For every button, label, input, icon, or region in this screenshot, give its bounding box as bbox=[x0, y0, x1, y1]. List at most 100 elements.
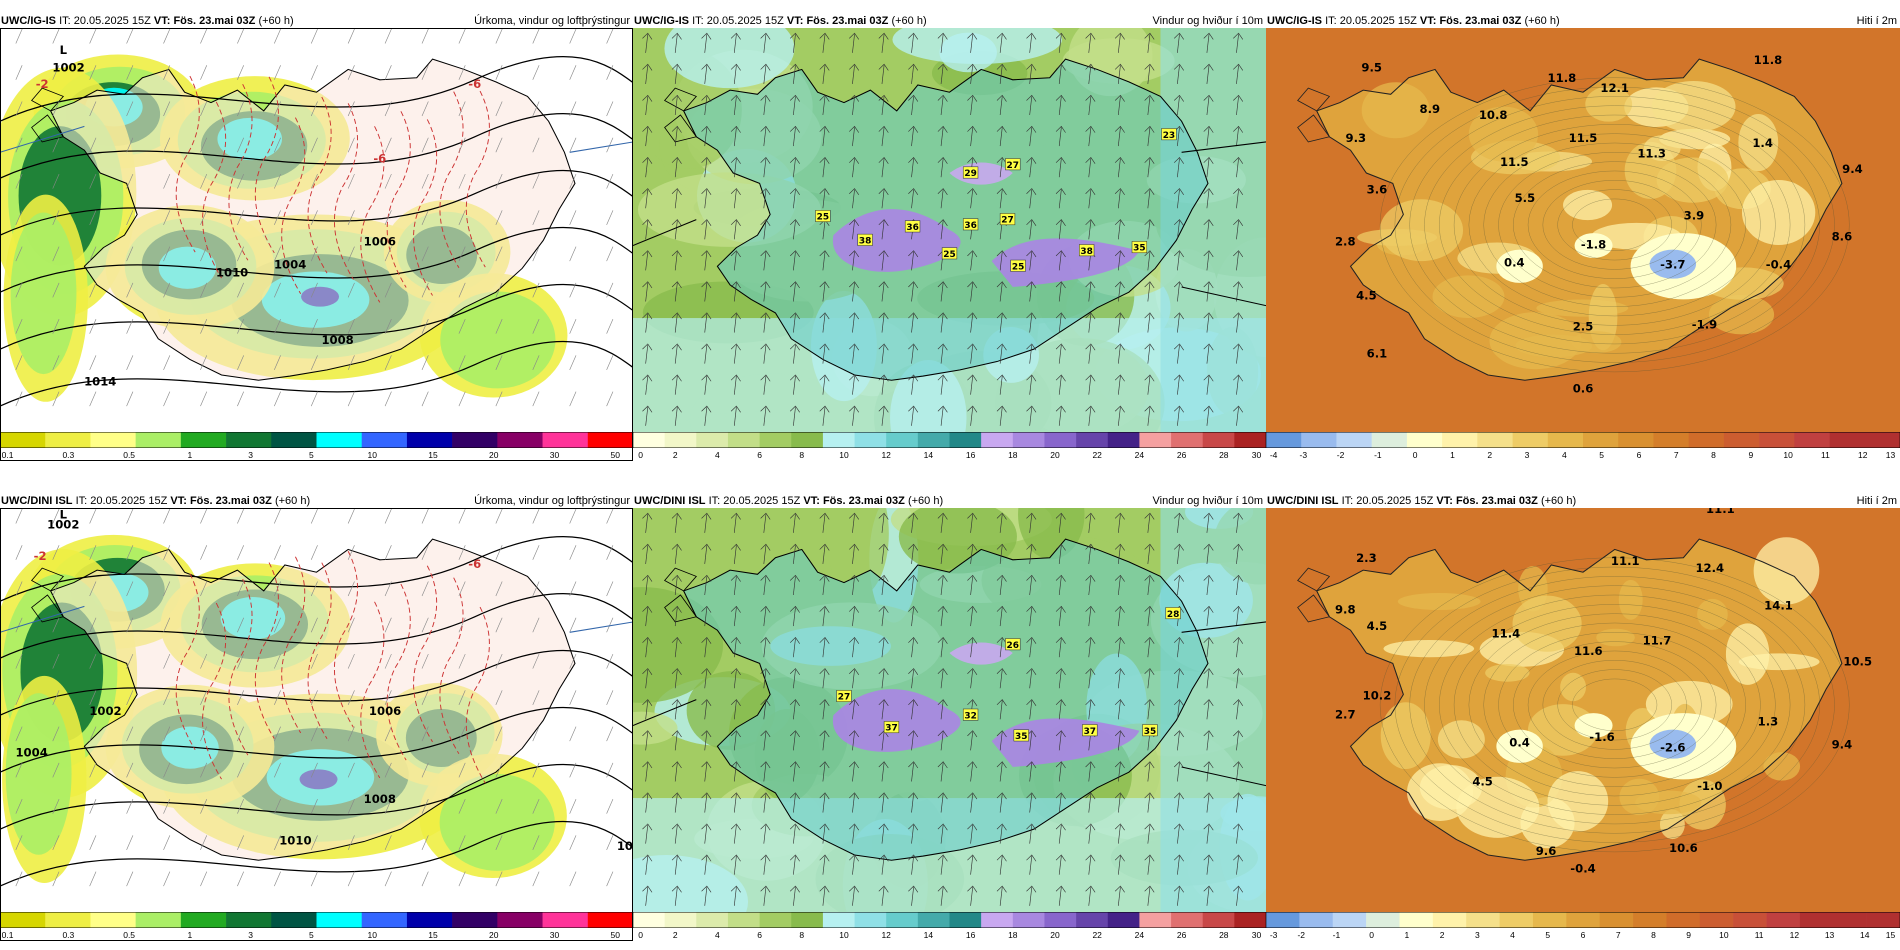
gust-label: 37 bbox=[883, 721, 900, 734]
header-it-label: IT: bbox=[1325, 15, 1337, 27]
temp-label: 9.5 bbox=[1361, 61, 1382, 75]
header-it-label: IT: bbox=[59, 15, 71, 27]
colorbar-swatch bbox=[361, 432, 408, 448]
colorbar-tick-label: 12 bbox=[1857, 450, 1868, 460]
panel-title: Vindur og hviður í 10m bbox=[1152, 495, 1263, 507]
pressure-label: 1010 bbox=[279, 834, 311, 848]
colorbar-tick-label: 30 bbox=[1251, 450, 1262, 460]
colorbar-tick-label: 13 bbox=[1824, 930, 1835, 940]
temp-label: 9.8 bbox=[1335, 603, 1356, 617]
temp-label: 8.6 bbox=[1832, 229, 1853, 243]
colorbar-tick-label: 11 bbox=[1820, 450, 1830, 460]
colorbar-swatch bbox=[497, 912, 543, 928]
gust-label: 25 bbox=[941, 247, 958, 260]
gust-label: 25 bbox=[1010, 259, 1026, 272]
colorbar-tick-label: 18 bbox=[1008, 930, 1018, 940]
colorbar-swatch bbox=[1202, 432, 1235, 448]
colorbar-labels: 0 2 4 6 8 10 12 14 16 18 20 22 24 26 28 30 bbox=[633, 930, 1266, 941]
gust-label: 36 bbox=[962, 218, 979, 231]
colorbar-tick-label: 10 bbox=[839, 930, 849, 940]
temp-label: 11.8 bbox=[1754, 53, 1783, 67]
colorbar-tick-label: 8 bbox=[1711, 450, 1716, 460]
gust-label: 25 bbox=[815, 210, 831, 223]
colorbar-tick-label: 12 bbox=[881, 930, 891, 940]
colorbar-swatch bbox=[1406, 432, 1443, 448]
colorbar-labels: 0.1 0.3 0.5 1 3 5 10 15 20 30 50 bbox=[0, 450, 633, 461]
colorbar-tick-label: 0 bbox=[638, 930, 643, 940]
pressure-label: -2 bbox=[36, 77, 49, 91]
colorbar-tick-label: 8 bbox=[799, 450, 805, 460]
colorbar-tick-label: 6 bbox=[757, 930, 762, 940]
colorbar-tick-label: 22 bbox=[1092, 930, 1102, 940]
colorbar-tick-label: 2 bbox=[672, 930, 678, 940]
svg-text:37: 37 bbox=[885, 724, 897, 734]
pressure-label: L bbox=[60, 43, 68, 57]
header-vt-value: Fös. 23.mai 03Z bbox=[822, 495, 905, 507]
map-precip: L 1002 1004 1006 1008 1010 1014 -2 -6 -6 bbox=[0, 28, 633, 432]
header-it-value: 20.05.2025 15Z bbox=[723, 495, 801, 507]
temp-label: -2.6 bbox=[1660, 741, 1685, 755]
colorbar-swatch bbox=[406, 912, 453, 928]
pressure-label: -2 bbox=[34, 549, 47, 563]
colorbar-swatch bbox=[497, 432, 543, 448]
colorbar-tick-label: 50 bbox=[610, 930, 620, 940]
gust-label: 32 bbox=[962, 708, 979, 721]
colorbar-tick-label: 12 bbox=[1789, 930, 1800, 940]
colorbar-tick-label: 20 bbox=[1050, 450, 1060, 460]
temp-label: 6.1 bbox=[1367, 347, 1388, 361]
colorbar bbox=[0, 432, 633, 448]
colorbar-swatch bbox=[1442, 432, 1478, 448]
colorbar-swatch bbox=[1766, 912, 1801, 928]
colorbar-swatch bbox=[1012, 912, 1045, 928]
colorbar-tick-label: 28 bbox=[1219, 450, 1229, 460]
colorbar-tick-label: 14 bbox=[923, 450, 934, 460]
run-info: UWC/DINI ISL IT: 20.05.2025 15Z VT: Fös.… bbox=[1, 494, 310, 508]
colorbar-tick-label: 6 bbox=[1580, 930, 1586, 940]
colorbar-tick-label: 11 bbox=[1754, 930, 1764, 940]
colorbar-swatch bbox=[1723, 432, 1760, 448]
colorbar-tick-label: 5 bbox=[1545, 930, 1551, 940]
colorbar-swatch bbox=[1599, 912, 1634, 928]
panel-title: Hiti í 2m bbox=[1856, 495, 1897, 507]
gust-label: 28 bbox=[1165, 607, 1181, 620]
panel-header: UWC/DINI ISL IT: 20.05.2025 15Z VT: Fös.… bbox=[0, 494, 633, 508]
gust-label: 35 bbox=[1013, 729, 1029, 742]
colorbar-tick-label: 20 bbox=[489, 930, 499, 940]
colorbar-tick-label: 15 bbox=[1885, 930, 1896, 940]
colorbar-swatch bbox=[886, 912, 919, 928]
map-canvas: L1002100210041006100810101014-2-6 bbox=[0, 508, 633, 912]
colorbar-swatch bbox=[180, 432, 227, 448]
header-it-value: 20.05.2025 15Z bbox=[1356, 495, 1434, 507]
header-lead: (+60 h) bbox=[1524, 15, 1560, 27]
header-it-value: 20.05.2025 15Z bbox=[73, 15, 151, 27]
colorbar-tick-label: 20 bbox=[1050, 930, 1060, 940]
header-model: UWC/DINI ISL bbox=[1267, 495, 1339, 507]
header-lead: (+60 h) bbox=[891, 15, 927, 27]
pressure-label: 1002 bbox=[89, 704, 121, 718]
colorbar-tick-label: 0 bbox=[638, 450, 643, 460]
colorbar-swatch bbox=[226, 912, 272, 928]
temp-label: 3.9 bbox=[1684, 209, 1705, 223]
temp-label: 2.7 bbox=[1335, 707, 1356, 721]
panel-title: Vindur og hviður í 10m bbox=[1152, 15, 1263, 27]
gust-label: 38 bbox=[1079, 244, 1095, 257]
pressure-label: 1002 bbox=[52, 61, 84, 75]
header-lead: (+60 h) bbox=[907, 495, 944, 507]
temp-label: 9.4 bbox=[1832, 737, 1853, 751]
panel-dini-precip: UWC/DINI ISL IT: 20.05.2025 15Z VT: Fös.… bbox=[0, 494, 633, 946]
svg-text:36: 36 bbox=[906, 223, 918, 233]
svg-text:35: 35 bbox=[1015, 732, 1027, 742]
map-wind: 25 38 36 25 36 27 29 27 25 38 35 23 bbox=[633, 28, 1266, 432]
colorbar-labels: 0 2 4 6 8 10 12 14 16 18 20 22 24 26 28 30 bbox=[633, 450, 1266, 461]
colorbar-swatch bbox=[1666, 912, 1701, 928]
colorbar-swatch bbox=[727, 912, 760, 928]
colorbar-swatch bbox=[1618, 432, 1654, 448]
temp-label: 11.1 bbox=[1706, 508, 1735, 516]
temp-label: 11.7 bbox=[1643, 634, 1672, 648]
run-info: UWC/IG-IS IT: 20.05.2025 15Z VT: Fös. 23… bbox=[1, 14, 294, 28]
panel-igis-wind: UWC/IG-IS IT: 20.05.2025 15Z VT: Fös. 23… bbox=[633, 14, 1266, 466]
svg-text:27: 27 bbox=[1001, 216, 1013, 226]
header-lead: (+60 h) bbox=[1540, 495, 1577, 507]
colorbar-swatch bbox=[135, 432, 182, 448]
temp-label: 2.8 bbox=[1335, 235, 1356, 249]
